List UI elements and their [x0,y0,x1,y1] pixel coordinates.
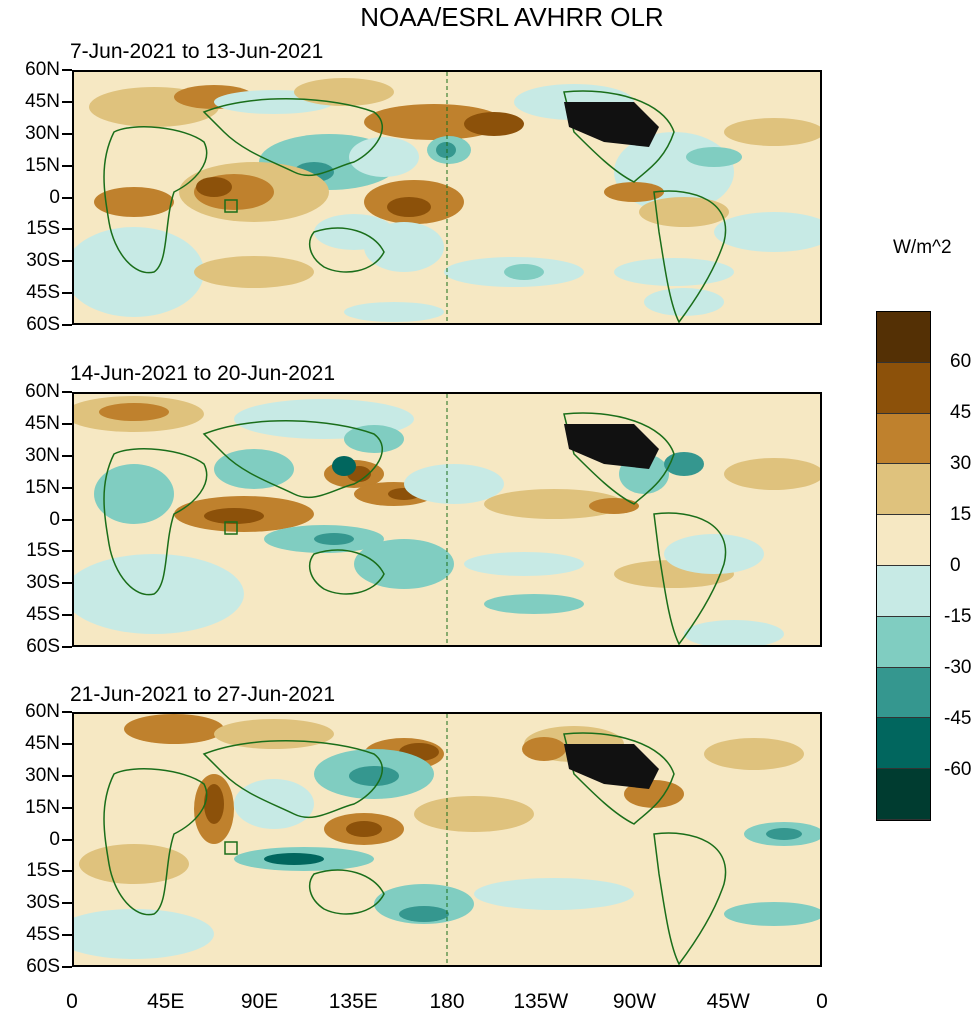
panel-3-field [74,714,820,965]
y-tick-label: 30S [26,250,60,272]
y-tick-label: 45S [26,924,60,946]
y-tick-mark [62,902,72,905]
y-tick-mark [62,711,72,713]
y-tick-label: 15S [26,540,60,562]
y-tick-mark [62,870,72,873]
chart-title: NOAA/ESRL AVHRR OLR [360,2,664,32]
y-tick-mark [62,132,72,135]
panel-1-subtitle: 7-Jun-2021 to 13-Jun-2021 [70,40,324,63]
colorbar-label: -60 [944,759,972,780]
y-tick-label: 30N [25,122,60,144]
y-tick-label: 45S [26,604,60,626]
y-tick-label: 0 [49,828,60,850]
y-tick-mark [62,391,72,393]
y-tick-label: 45N [25,90,60,112]
y-tick-label: 60S [26,636,60,657]
y-tick-label: 15N [25,154,60,176]
colorbar-label: -30 [944,657,972,678]
colorbar-title: W/m^2 [893,237,952,258]
y-tick-mark [62,774,72,777]
y-tick-mark [62,614,72,617]
y-tick-label: 45N [25,732,60,754]
colorbar-swatch [877,667,930,719]
x-tick-label: 180 [429,990,465,1013]
x-tick-label: 135E [328,990,378,1013]
colorbar-label: 0 [950,555,961,576]
y-tick-mark [62,966,72,968]
y-tick-mark [62,518,72,521]
y-tick-mark [62,742,72,745]
y-tick-label: 60N [25,701,60,722]
panel-2-field [74,394,820,645]
y-tick-label: 15S [26,860,60,882]
colorbar-swatch [877,718,930,770]
panel-1-field [74,72,820,323]
y-tick-label: 0 [49,186,60,208]
y-tick-label: 30S [26,572,60,594]
colorbar-label: 60 [950,351,972,372]
y-tick-mark [62,422,72,425]
y-tick-mark [62,260,72,263]
colorbar-label: -45 [944,708,972,729]
y-tick-label: 15N [25,476,60,498]
panel-1-map [72,70,822,325]
y-tick-mark [62,100,72,103]
y-tick-mark [62,324,72,326]
panel-3-map [72,712,822,967]
y-tick-mark [62,196,72,199]
colorbar-swatch [877,413,930,465]
y-tick-label: 0 [49,508,60,530]
y-tick-mark [62,164,72,167]
colorbar-label: -15 [944,606,972,627]
colorbar-swatch [877,312,930,363]
y-tick-mark [62,454,72,457]
y-tick-label: 60S [26,314,60,335]
y-tick-label: 15S [26,218,60,240]
x-tick-label: 45W [706,990,750,1013]
y-tick-mark [62,838,72,841]
y-tick-label: 30S [26,892,60,914]
x-tick-label: 45E [147,990,185,1013]
colorbar-label: 45 [950,402,972,423]
y-tick-mark [62,582,72,585]
colorbar [876,311,931,821]
colorbar-label: 30 [950,453,972,474]
colorbar-swatch [877,565,930,617]
colorbar-swatch [877,464,930,516]
y-tick-label: 60N [25,381,60,402]
y-tick-mark [62,550,72,553]
y-tick-mark [62,228,72,231]
y-tick-mark [62,934,72,937]
y-tick-label: 15N [25,796,60,818]
y-tick-label: 60S [26,956,60,977]
panel-2-subtitle: 14-Jun-2021 to 20-Jun-2021 [70,362,336,385]
colorbar-label: 15 [950,504,972,525]
y-tick-label: 60N [25,59,60,80]
panel-3-subtitle: 21-Jun-2021 to 27-Jun-2021 [70,683,336,706]
y-tick-label: 45N [25,412,60,434]
x-tick-label: 90E [240,990,279,1013]
y-tick-label: 30N [25,444,60,466]
x-tick-label: 90W [612,990,657,1013]
x-tick-label: 0 [66,990,78,1013]
y-tick-mark [62,646,72,648]
x-tick-label: 135W [513,990,569,1013]
panel-2-map [72,392,822,647]
y-tick-mark [62,806,72,809]
y-tick-label: 30N [25,764,60,786]
y-tick-mark [62,292,72,295]
colorbar-swatch [877,515,930,566]
colorbar-swatch [877,362,930,414]
x-tick-label: 0 [816,990,828,1013]
colorbar-swatch [877,616,930,668]
y-tick-mark [62,486,72,489]
y-tick-label: 45S [26,282,60,304]
y-tick-mark [62,69,72,71]
colorbar-swatch [877,769,930,820]
